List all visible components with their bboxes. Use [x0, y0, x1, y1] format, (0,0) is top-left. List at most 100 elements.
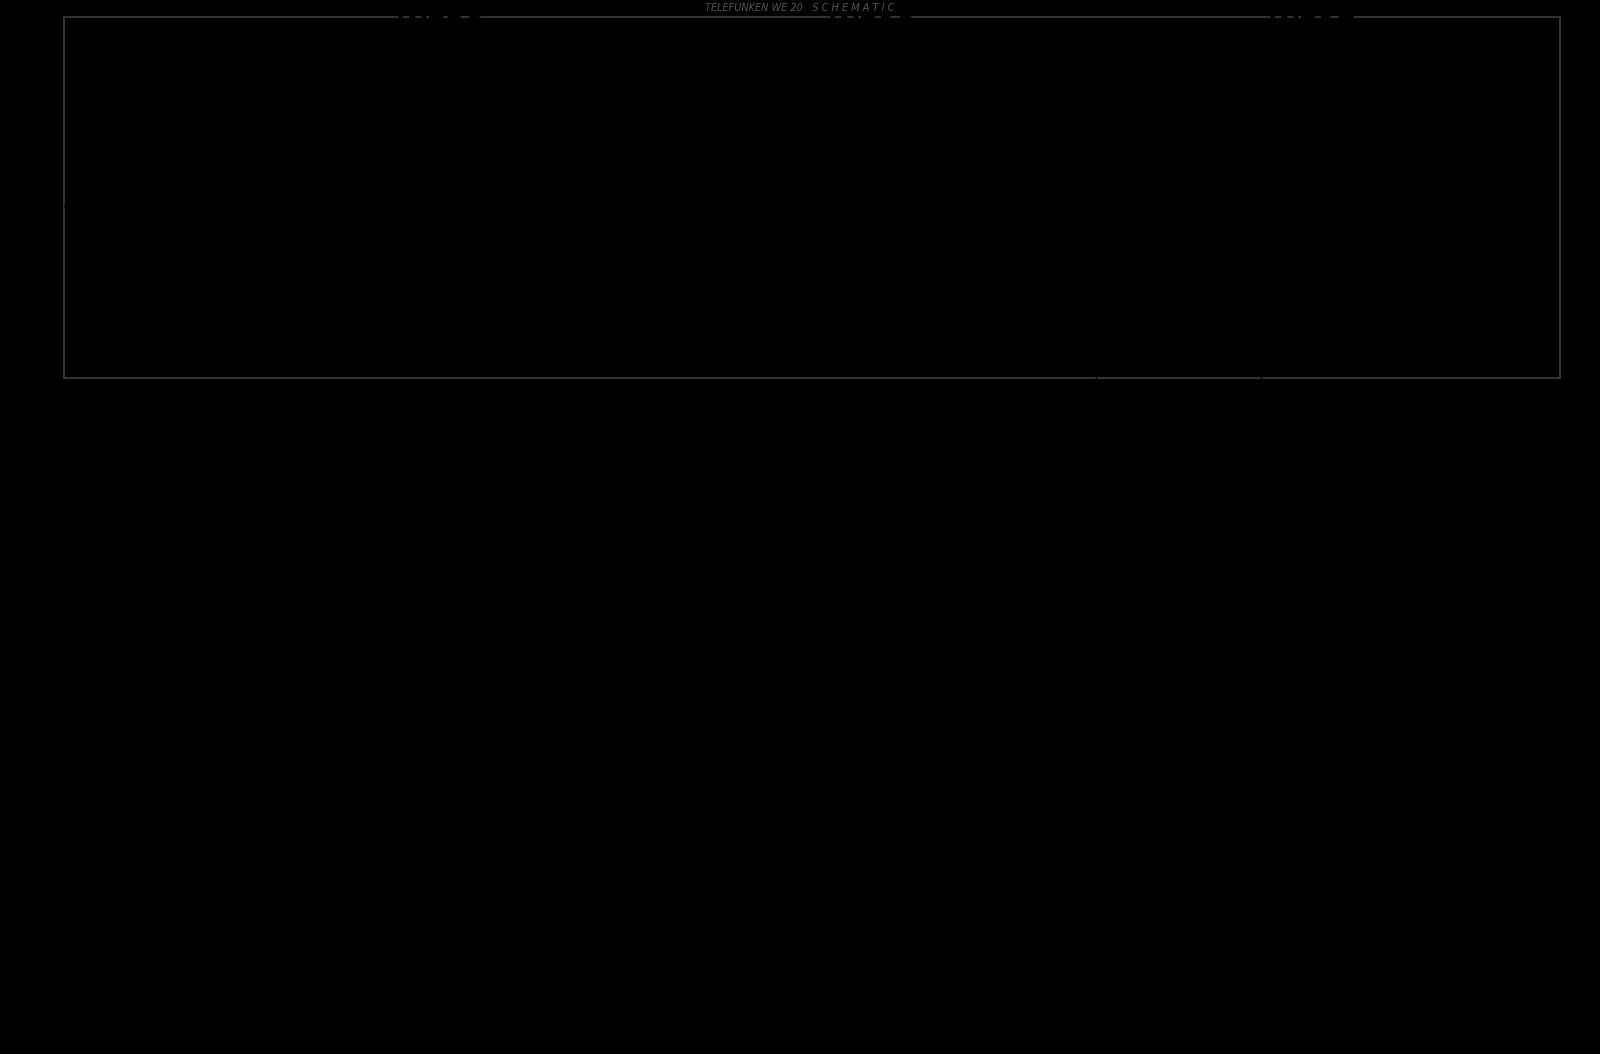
Text: MF 468kHz: MF 468kHz [83, 249, 134, 258]
Text: 325pF: 325pF [685, 204, 710, 213]
Text: 100KΩ: 100KΩ [834, 135, 862, 144]
Text: 10000pF: 10000pF [1421, 311, 1459, 320]
Text: 0,3MΩ: 0,3MΩ [1154, 216, 1182, 225]
Text: 30KΩ: 30KΩ [331, 83, 357, 92]
Text: 0,5MΩ: 0,5MΩ [870, 277, 899, 286]
Text: 1000Ω: 1000Ω [485, 304, 514, 313]
Text: • 2÷32pF: • 2÷32pF [64, 177, 112, 187]
Text: 100KΩ: 100KΩ [1518, 261, 1547, 270]
Text: 145pF: 145pF [408, 54, 430, 63]
Text: ON₂: ON₂ [301, 144, 314, 151]
Text: 2MΩ: 2MΩ [339, 213, 358, 222]
Text: 50F: 50F [918, 60, 931, 70]
Text: 100KΩ: 100KΩ [933, 89, 958, 97]
Text: 10000pF: 10000pF [1422, 306, 1458, 314]
Bar [256, 123, 304, 156]
Text: 2MΩ: 2MΩ [765, 291, 784, 300]
Text: 0,1μF: 0,1μF [1278, 208, 1301, 217]
Text: 80pF: 80pF [952, 191, 974, 199]
Text: WE19: WE19 [829, 14, 917, 42]
Text: 0,5MΩ: 0,5MΩ [1426, 221, 1454, 230]
Text: ▲ 5000pF: ▲ 5000pF [64, 198, 112, 209]
Text: 15KΩ: 15KΩ [1483, 157, 1506, 167]
Text: 100Ω: 100Ω [597, 123, 619, 132]
Text: 50KΩ: 50KΩ [1357, 59, 1382, 67]
Text: OC₂: OC₂ [301, 192, 314, 198]
Text: 4μF: 4μF [1528, 231, 1544, 240]
Text: 200pF: 200pF [653, 96, 678, 105]
Text: 15÷45pF: 15÷45pF [698, 109, 736, 117]
Text: 2000Ω: 2000Ω [1328, 147, 1357, 156]
Text: Q01μF: Q01μF [1474, 39, 1502, 47]
Text: PER R.F: PER R.F [1480, 44, 1512, 54]
Bar [304, 90, 352, 123]
Bar [747, 282, 792, 358]
Text: A: A [109, 23, 122, 39]
Text: 50KΩ: 50KΩ [410, 273, 429, 282]
Text: 50KΩ: 50KΩ [408, 266, 430, 274]
Bar [208, 190, 256, 222]
Text: 2000pF: 2000pF [1035, 253, 1067, 261]
Text: ON₂: ON₂ [189, 144, 202, 151]
Bar [304, 123, 352, 156]
Text: 220: 220 [776, 309, 792, 318]
Text: PER R.F: PER R.F [1474, 50, 1509, 59]
Text: 50KΩ: 50KΩ [1461, 143, 1483, 152]
Text: 125: 125 [776, 336, 792, 345]
Text: 1000Ω: 1000Ω [187, 355, 216, 365]
Text: 200pF: 200pF [654, 110, 683, 119]
Text: 110: 110 [806, 333, 822, 343]
Text: 110: 110 [776, 345, 792, 354]
Text: 140: 140 [806, 315, 822, 324]
Text: 500pF: 500pF [1325, 200, 1350, 209]
Text: •• 0,05μF: •• 0,05μF [64, 188, 112, 197]
Text: 0,5MΩ: 0,5MΩ [776, 254, 802, 264]
Text: 4μF: 4μF [1531, 181, 1547, 191]
Text: 0,1MΩ: 0,1MΩ [1109, 288, 1134, 296]
Bar [208, 123, 256, 156]
Text: 250KΩ: 250KΩ [1051, 262, 1080, 272]
Text: 1MΩ: 1MΩ [1192, 273, 1211, 282]
Text: 300KΩ: 300KΩ [1435, 226, 1464, 234]
Text: 0,002μF: 0,002μF [1019, 207, 1054, 216]
Text: 100KΩ: 100KΩ [1354, 242, 1382, 252]
Text: 500pF: 500pF [1006, 210, 1035, 218]
Text: WE15: WE15 [1235, 593, 1309, 618]
Text: 0,1μF: 0,1μF [291, 48, 317, 58]
Text: T T: T T [74, 169, 93, 181]
Text: 4μF: 4μF [1528, 195, 1544, 203]
Text: 80pF: 80pF [950, 198, 973, 207]
Text: 250pF: 250pF [1243, 54, 1272, 62]
Text: 50pF: 50pF [587, 149, 610, 157]
Text: MF 468kHz: MF 468kHz [83, 248, 134, 257]
Text: 1000Ω: 1000Ω [1342, 221, 1371, 230]
Text: 85Ω: 85Ω [1133, 227, 1149, 236]
Text: ON₁: ON₁ [189, 160, 202, 167]
Text: 1000Ω: 1000Ω [1022, 221, 1051, 230]
Text: Q01μF PER R.F: Q01μF PER R.F [1339, 399, 1400, 408]
Text: 50KΩ: 50KΩ [1464, 155, 1483, 163]
Bar [256, 156, 304, 190]
Text: 25KΩ: 25KΩ [474, 96, 496, 105]
Text: 275V: 275V [806, 285, 829, 293]
Text: 50KΩ: 50KΩ [837, 121, 859, 131]
Text: 3-140pF: 3-140pF [310, 258, 346, 268]
Bar [256, 90, 304, 123]
Text: 3-140Ω: 3-140Ω [782, 169, 811, 177]
Text: A: A [107, 25, 117, 41]
Text: 1MΩ: 1MΩ [1192, 264, 1211, 273]
Text: 120pF: 120pF [130, 290, 158, 298]
Text: •• 0,05μF: •• 0,05μF [64, 188, 112, 197]
Text: 325pF: 325pF [670, 200, 699, 209]
Text: 4μF: 4μF [1531, 221, 1547, 230]
Text: 300KΩ: 300KΩ [1435, 238, 1461, 247]
Text: 140: 140 [776, 328, 792, 336]
Text: ON₃: ON₃ [301, 129, 314, 135]
Bar [64, 17, 1560, 378]
Bar [304, 190, 352, 222]
Text: 230pF: 230pF [682, 169, 710, 177]
Text: WE17 :≡: WE17 :≡ [1323, 404, 1416, 423]
Text: 200pF: 200pF [410, 130, 438, 139]
Text: 100KΩ: 100KΩ [1522, 251, 1550, 259]
Text: 15÷45pF: 15÷45pF [674, 123, 715, 132]
